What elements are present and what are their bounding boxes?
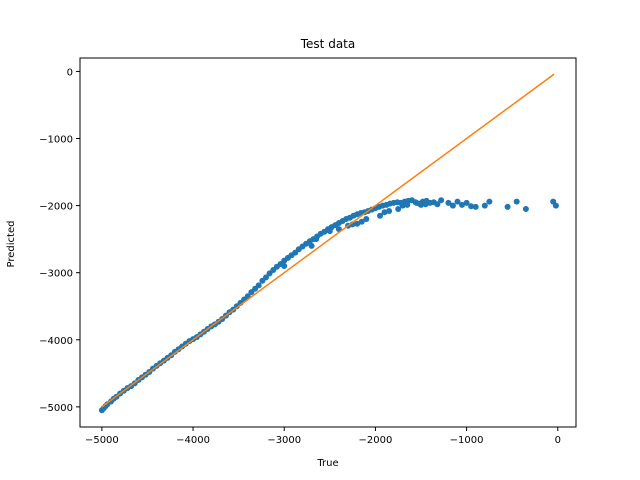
scatter-point	[522, 206, 529, 212]
scatter-point	[449, 202, 456, 209]
scatter-point	[399, 202, 406, 209]
scatter-point	[358, 218, 365, 225]
scatter-point	[422, 201, 429, 208]
scatter-point	[418, 201, 424, 208]
scatter-point	[386, 208, 393, 214]
scatter-point	[472, 203, 479, 210]
x-tick-label: −3000	[267, 435, 301, 446]
scatter-point	[395, 206, 402, 212]
y-tick-label: −2000	[39, 202, 73, 213]
chart-title: Test data	[300, 37, 355, 51]
scatter-point	[445, 199, 452, 206]
scatter-point	[486, 198, 493, 205]
scatter-point	[377, 212, 383, 219]
scatter-point	[463, 199, 470, 206]
plot-frame	[79, 57, 577, 428]
scatter-point	[454, 198, 461, 205]
x-tick-label: −2000	[358, 435, 392, 446]
y-axis-label: Predicted	[6, 221, 17, 268]
x-tick-label: −1000	[450, 435, 484, 446]
y-axis-ticks: 0 −1000 −2000 −3000 −4000 −5000	[39, 67, 80, 414]
scatter-point	[281, 263, 288, 269]
y-tick-label: 0	[67, 67, 73, 78]
scatter-point	[481, 202, 488, 209]
y-tick-label: −1000	[39, 135, 73, 146]
scatter-point	[434, 201, 441, 208]
x-tick-label: −5000	[85, 435, 119, 446]
scatter-point	[363, 216, 370, 222]
scatter-point	[513, 198, 520, 205]
x-axis-label: True	[316, 458, 338, 469]
scatter-point	[308, 242, 315, 249]
scatter-point	[313, 236, 320, 243]
scatter-point	[354, 220, 361, 227]
scatter-point	[263, 274, 269, 281]
scatter-point	[552, 202, 559, 209]
x-axis-ticks: −5000 −4000 −3000 −2000 −1000 0	[85, 427, 561, 446]
x-tick-label: −4000	[176, 435, 210, 446]
scatter-point	[326, 228, 333, 235]
scatter-point	[404, 201, 411, 208]
x-tick-label: 0	[555, 435, 561, 446]
reference-line-segment	[101, 73, 555, 408]
scatter-point	[438, 197, 445, 204]
scatter-point	[459, 201, 465, 208]
y-tick-label: −5000	[39, 403, 73, 414]
y-tick-label: −4000	[39, 336, 73, 347]
scatter-point	[413, 199, 420, 206]
y-tick-label: −3000	[39, 269, 73, 280]
scatter-point	[381, 209, 388, 216]
scatter-point	[468, 203, 475, 210]
scatter-point	[504, 203, 511, 210]
reference-line	[101, 73, 555, 408]
scatter-point	[255, 282, 262, 289]
